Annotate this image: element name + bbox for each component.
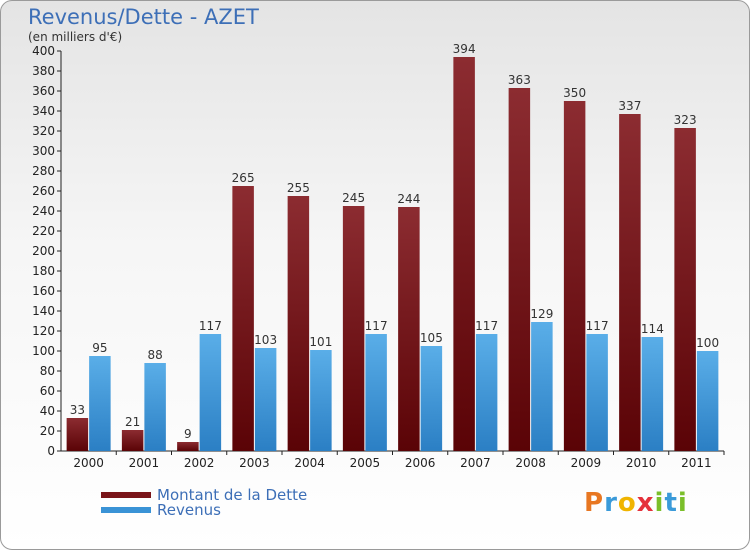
y-tick-label: 340 (32, 104, 55, 118)
data-label-revenus: 95 (92, 341, 107, 355)
y-tick-label: 360 (32, 84, 55, 98)
bar-dette (342, 206, 365, 451)
y-tick-label: 40 (40, 404, 55, 418)
x-tick-label: 2004 (294, 456, 325, 470)
chart-title: Revenus/Dette - AZET (28, 5, 259, 29)
logo-letter: i (677, 488, 688, 518)
bar-dette (287, 196, 310, 451)
logo-letter: t (664, 488, 678, 518)
x-tick-label: 2010 (626, 456, 657, 470)
x-tick-label: 2008 (515, 456, 546, 470)
legend-swatch-dette (101, 492, 151, 498)
logo-letter: P (584, 488, 605, 518)
legend-label-revenus: Revenus (157, 501, 221, 519)
data-label-revenus: 117 (365, 319, 388, 333)
y-tick-label: 220 (32, 224, 55, 238)
y-tick-label: 320 (32, 124, 55, 138)
bar-revenus (531, 322, 553, 451)
y-tick-label: 140 (32, 304, 55, 318)
data-label-revenus: 117 (475, 319, 498, 333)
proxiti-logo: Proxiti (584, 488, 688, 518)
data-label-dette: 255 (287, 181, 310, 195)
data-label-dette: 337 (618, 99, 641, 113)
data-label-dette: 21 (125, 415, 140, 429)
chart-subtitle: (en milliers d'€) (28, 30, 123, 44)
bar-dette (563, 101, 586, 451)
data-label-dette: 245 (342, 191, 365, 205)
bar-revenus (199, 334, 222, 451)
bar-chart: 0 20 40 60 80 100 120 140 160 180 200 220 240 260 280 3… (32, 42, 725, 470)
data-label-revenus: 88 (147, 348, 162, 362)
y-tick-label: 400 (32, 44, 55, 58)
data-label-dette: 363 (508, 73, 531, 87)
y-tick-label: 160 (32, 284, 55, 298)
bar-dette (177, 442, 199, 451)
y-tick-label: 0 (47, 444, 55, 458)
bar-revenus (641, 337, 664, 451)
y-tick-label: 200 (32, 244, 55, 258)
x-tick-label: 2001 (129, 456, 160, 470)
x-tick-label: 2002 (184, 456, 215, 470)
bar-dette (398, 207, 420, 451)
y-tick-label: 100 (32, 344, 55, 358)
data-label-dette: 9 (184, 427, 192, 441)
x-tick-label: 2007 (460, 456, 491, 470)
data-label-revenus: 114 (641, 322, 664, 336)
bar-dette (674, 128, 696, 451)
bar-dette (453, 57, 475, 451)
y-tick-label: 280 (32, 164, 55, 178)
bar-revenus (586, 334, 608, 451)
logo-letter: o (617, 488, 637, 518)
bar-dette (232, 186, 254, 451)
y-tick-label: 60 (40, 384, 55, 398)
legend-swatch-revenus (101, 507, 151, 513)
data-label-revenus: 117 (586, 319, 609, 333)
logo-letter: x (636, 488, 655, 518)
logo-letter: r (604, 488, 618, 518)
x-tick-label: 2009 (571, 456, 602, 470)
y-tick-label: 260 (32, 184, 55, 198)
legend-item-revenus: Revenus (101, 501, 221, 519)
y-tick-label: 380 (32, 64, 55, 78)
bar-revenus (696, 351, 719, 451)
bar-dette (508, 88, 531, 451)
logo-letter: i (654, 488, 665, 518)
bar-revenus (89, 356, 111, 451)
x-tick-label: 2011 (681, 456, 712, 470)
data-label-revenus: 117 (199, 319, 222, 333)
bar-dette (121, 430, 144, 451)
bar-revenus (420, 346, 443, 451)
legend-item-dette: Montant de la Dette (101, 486, 307, 504)
x-tick-label: 2005 (350, 456, 381, 470)
bar-revenus (310, 350, 332, 451)
data-label-revenus: 103 (254, 333, 277, 347)
data-label-dette: 33 (70, 403, 85, 417)
data-label-dette: 323 (674, 113, 697, 127)
x-tick-label: 2003 (239, 456, 270, 470)
data-label-dette: 244 (397, 192, 420, 206)
y-tick-label: 180 (32, 264, 55, 278)
data-label-revenus: 100 (696, 336, 719, 350)
data-label-revenus: 101 (309, 335, 332, 349)
data-label-dette: 394 (453, 42, 476, 56)
bar-revenus (144, 363, 166, 451)
y-tick-label: 80 (40, 364, 55, 378)
data-label-revenus: 129 (530, 307, 553, 321)
legend-label-dette: Montant de la Dette (157, 486, 308, 504)
bar-revenus (365, 334, 387, 451)
y-tick-label: 120 (32, 324, 55, 338)
bar-revenus (254, 348, 277, 451)
y-tick-label: 20 (40, 424, 55, 438)
data-label-revenus: 105 (420, 331, 443, 345)
y-tick-label: 300 (32, 144, 55, 158)
y-tick-label: 240 (32, 204, 55, 218)
x-tick-label: 2000 (73, 456, 104, 470)
x-tick-label: 2006 (405, 456, 436, 470)
bar-dette (66, 418, 89, 451)
data-label-dette: 350 (563, 86, 586, 100)
data-label-dette: 265 (232, 171, 255, 185)
bar-revenus (475, 334, 498, 451)
bar-dette (619, 114, 641, 451)
